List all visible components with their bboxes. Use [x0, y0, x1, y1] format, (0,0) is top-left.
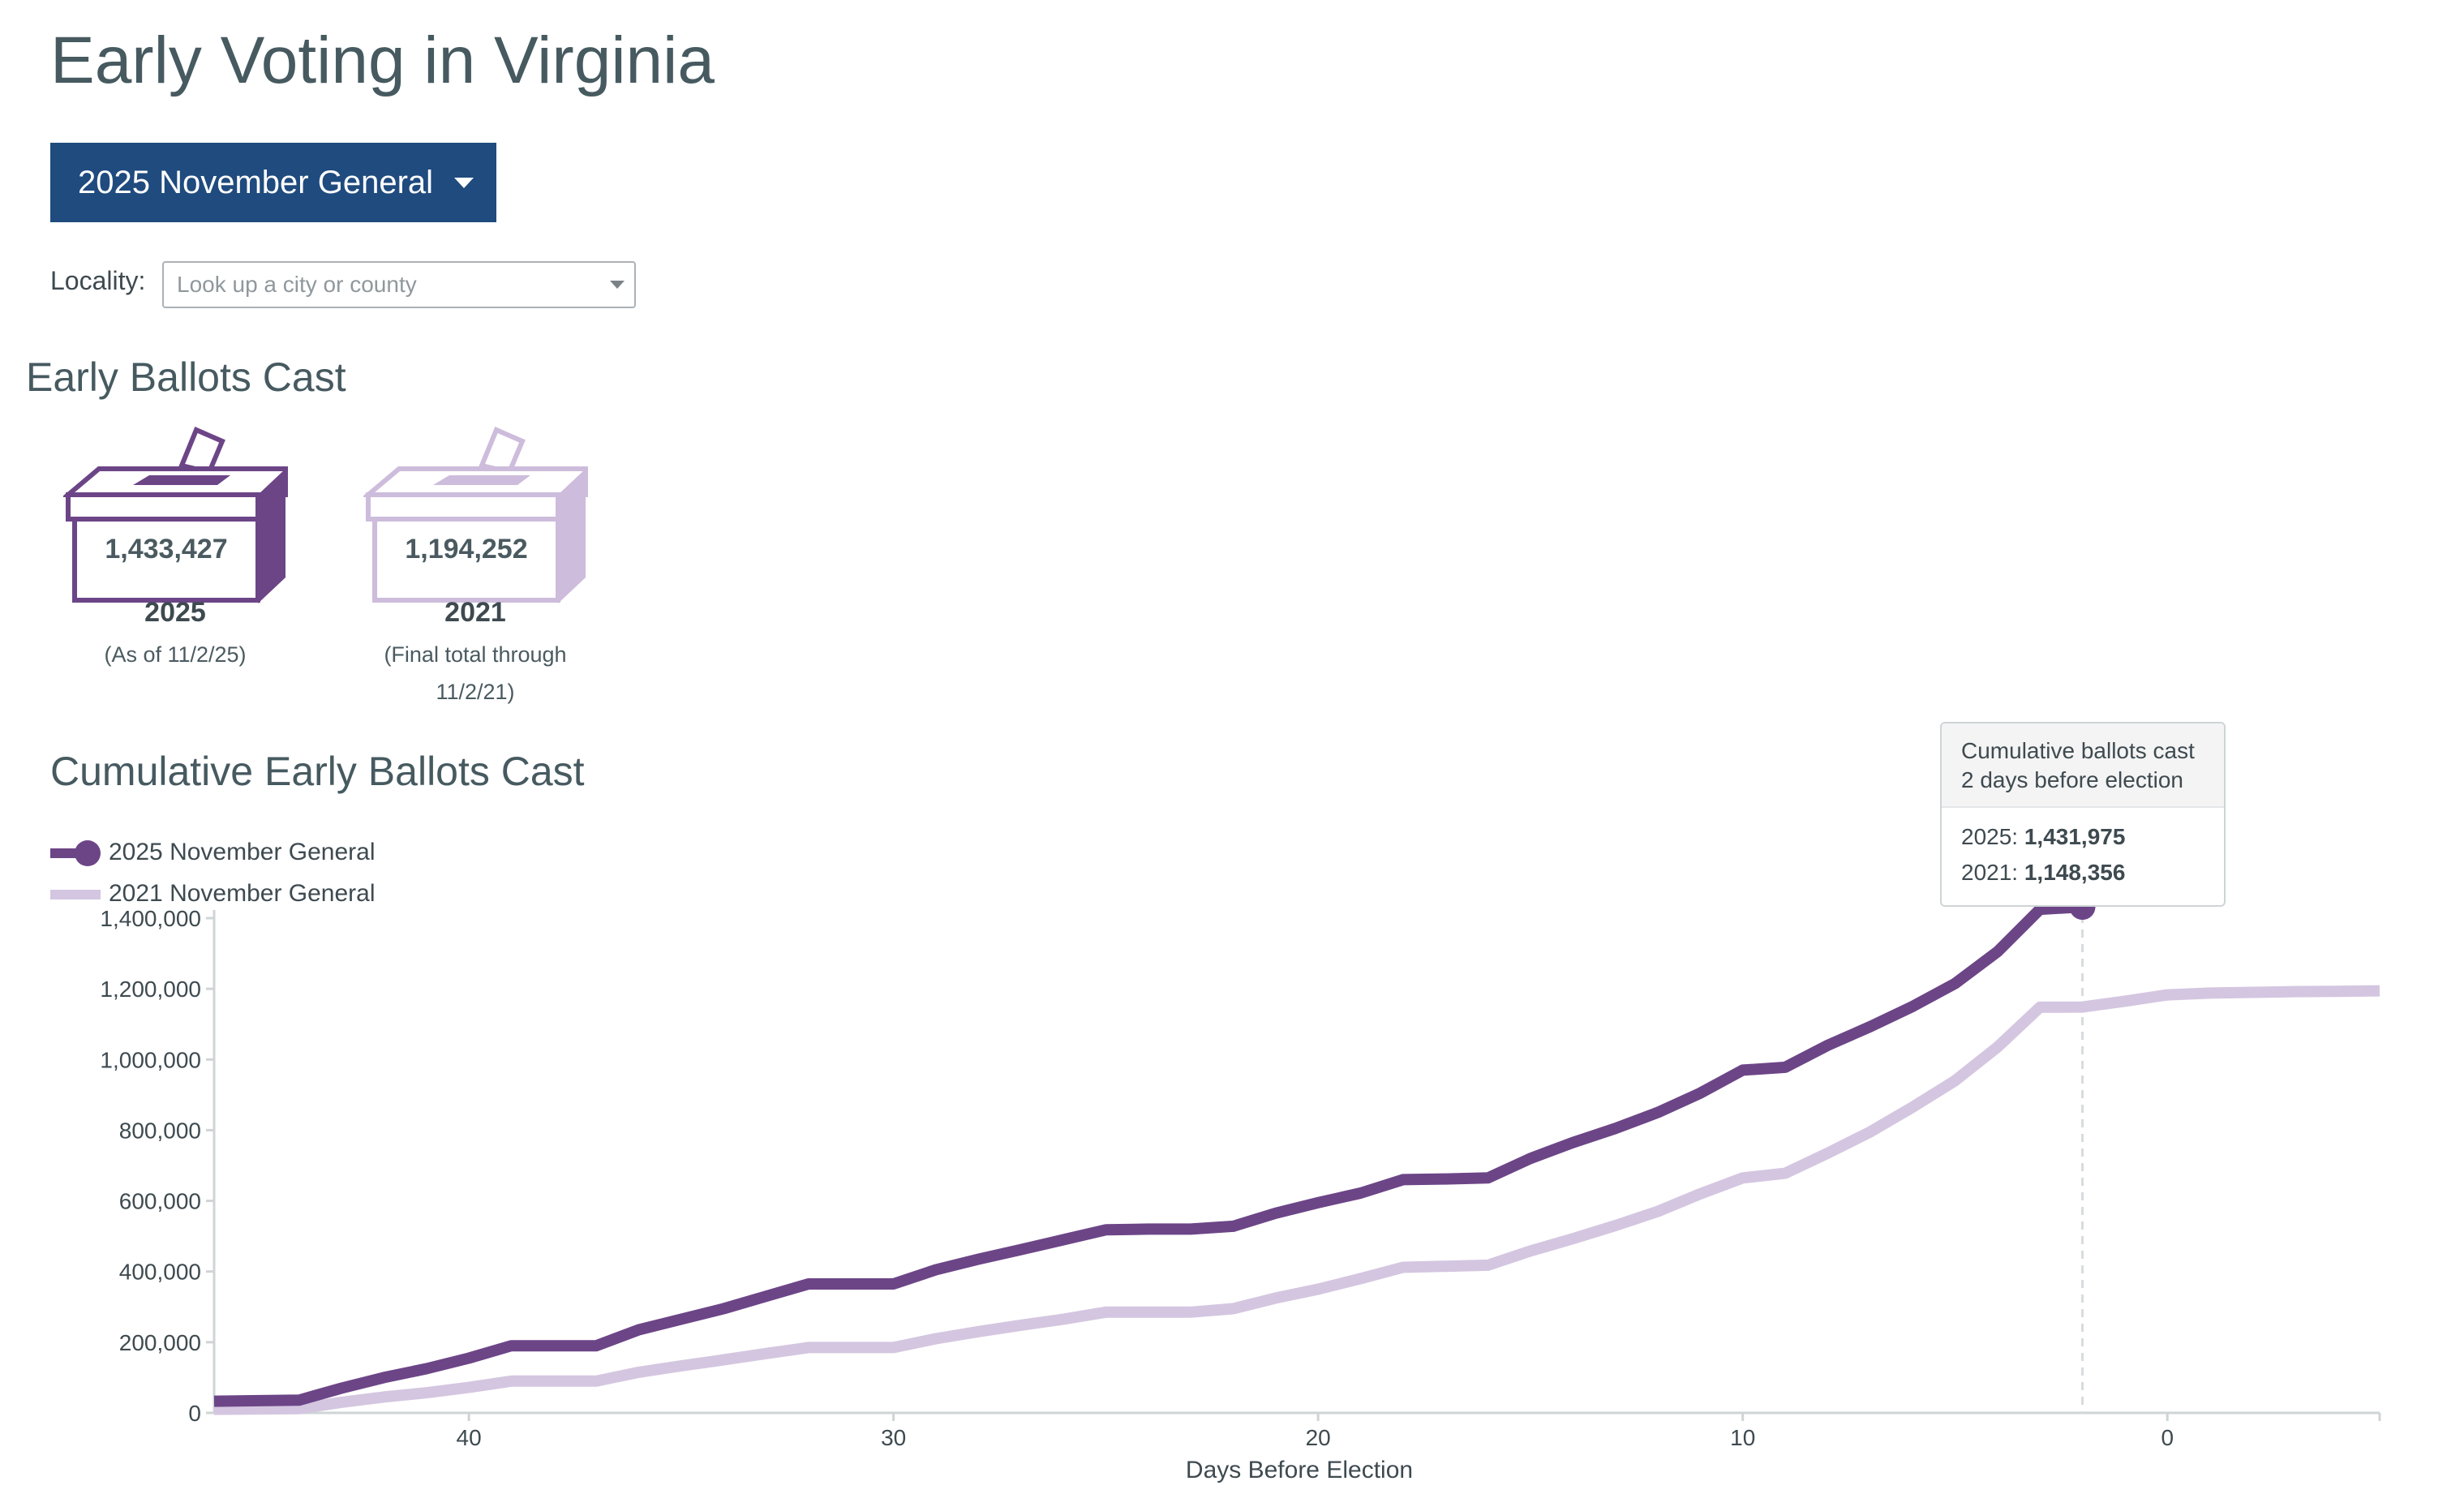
ballot-paper-2025: [178, 427, 225, 475]
ballot-count-2021: 1,194,252: [405, 534, 528, 565]
ballot-box-front-2021: [372, 517, 560, 603]
locality-search-input[interactable]: [162, 261, 636, 308]
locality-label: Locality:: [50, 266, 146, 295]
ballot-year-2025: 2025: [144, 597, 206, 628]
tooltip-value-2025: 1,431,975: [2024, 824, 2126, 849]
early-ballots-heading: Early Ballots Cast: [26, 354, 346, 400]
election-dropdown-button[interactable]: 2025 November General: [50, 143, 496, 222]
legend-swatches: [50, 840, 101, 899]
ballot-box-lid-2025: [66, 492, 260, 522]
ballot-box-2025-icon: [61, 427, 288, 603]
tooltip-row-2025: 2025: 1,431,975: [1961, 819, 2204, 855]
ballot-paper-2021: [478, 427, 526, 475]
ballot-slot-2021: [433, 475, 530, 485]
x-tick-label: 10: [1730, 1425, 1755, 1450]
x-tick-label: 20: [1306, 1425, 1331, 1450]
chart-legend: 2025 November General 2021 November Gene…: [50, 835, 391, 917]
ballot-box-side-2025: [258, 469, 285, 603]
locality-dropdown-caret-icon[interactable]: [610, 281, 625, 289]
tooltip-title-line2: 2 days before election: [1961, 767, 2183, 792]
legend-label-2021: 2021 November General: [109, 880, 376, 907]
tooltip-title-line1: Cumulative ballots cast: [1961, 738, 2195, 763]
y-tick-label: 400,000: [119, 1260, 201, 1285]
ballot-note-2021-line1: (Final total through: [384, 642, 567, 667]
y-tick-label: 600,000: [119, 1189, 201, 1214]
chart-heading: Cumulative Early Ballots Cast: [50, 749, 585, 794]
tooltip-value-2021: 1,148,356: [2024, 860, 2126, 885]
y-tick-label: 200,000: [119, 1330, 201, 1355]
y-tick-label: 800,000: [119, 1118, 201, 1143]
y-tick-label: 1,200,000: [100, 977, 201, 1002]
ballot-year-2021: 2021: [444, 597, 506, 628]
election-dropdown-label: 2025 November General: [78, 164, 434, 200]
ballot-note-2021-line2: 11/2/21): [436, 680, 515, 704]
series-line-2025[interactable]: [213, 901, 2083, 1407]
y-tick-label: 0: [188, 1401, 201, 1426]
ballot-count-2025: 1,433,427: [105, 534, 228, 565]
caret-down-icon: [454, 177, 474, 188]
ballot-box-2021-icon: [361, 427, 588, 603]
ballot-slot-2025: [133, 475, 230, 485]
page-title: Early Voting in Virginia: [50, 24, 715, 97]
x-tick-label: 0: [2161, 1425, 2174, 1450]
cumulative-ballots-chart: 0 200,000 400,000 600,000 800,000 1,000,000 1,…: [100, 894, 2381, 1483]
tooltip-label-2021: 2021:: [1961, 860, 2024, 885]
tooltip-row-2021: 2021: 1,148,356: [1961, 855, 2204, 891]
series-line-2021[interactable]: [213, 985, 2380, 1415]
tooltip-label-2025: 2025:: [1961, 824, 2024, 849]
x-axis-title: Days Before Election: [1186, 1457, 1413, 1483]
ballot-box-2025: [61, 423, 307, 603]
tooltip-body: 2025: 1,431,975 2021: 1,148,356: [1942, 808, 2224, 902]
ballot-box-side-2021: [558, 469, 586, 603]
ballot-box-front-2025: [72, 517, 260, 603]
ballot-box-lid-2021: [366, 492, 560, 522]
chart-tooltip: Cumulative ballots cast 2 days before el…: [1940, 722, 2226, 907]
x-tick-label: 40: [457, 1425, 482, 1450]
y-tick-label: 1,000,000: [100, 1047, 201, 1072]
tooltip-header: Cumulative ballots cast 2 days before el…: [1942, 723, 2224, 808]
ballot-note-2025: (As of 11/2/25): [104, 642, 247, 667]
ballot-box-2021: [361, 423, 607, 603]
x-tick-label: 30: [881, 1425, 906, 1450]
legend-label-2025: 2025 November General: [109, 839, 376, 865]
y-tick-label: 1,400,000: [100, 906, 201, 931]
legend-swatch-2025-dot: [75, 840, 101, 866]
